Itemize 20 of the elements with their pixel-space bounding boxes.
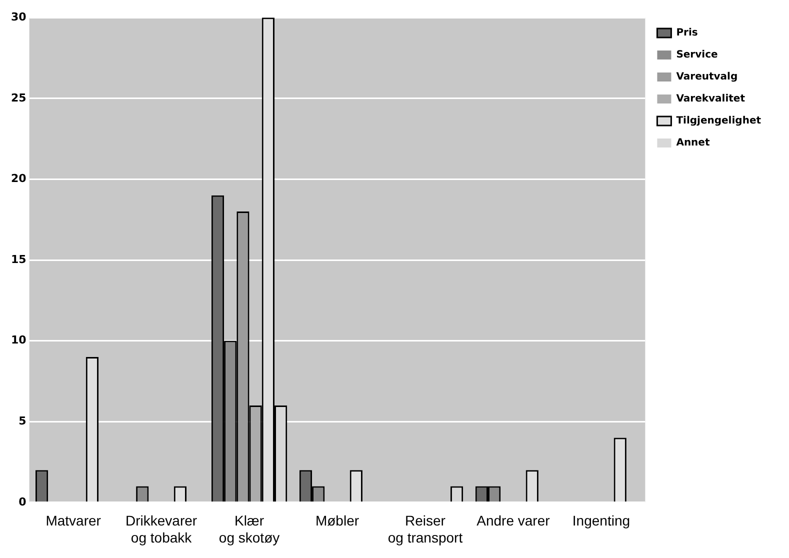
x-tick-label: Møbler (315, 512, 360, 529)
x-tick-label: Ingenting (572, 512, 630, 529)
x-tick-label: Drikkevarer og tobakk (125, 512, 198, 546)
y-tick-label: 30 (10, 10, 27, 24)
legend-label: Varekvalitet (676, 94, 746, 105)
y-tick-label: 15 (10, 252, 26, 266)
y-tick-label: 10 (10, 334, 27, 347)
y-tick-label: 20 (10, 172, 27, 186)
x-tick-label: Klær og skotøy (218, 512, 280, 546)
y-tick-label: 25 (10, 91, 26, 104)
legend-label: Annet (676, 138, 710, 149)
x-tick-label: Andre varer (476, 512, 550, 529)
legend-label: Tilgjengelighet (676, 116, 762, 127)
legend-label: Vareutvalg (676, 72, 738, 83)
x-tick-label: Reiser og transport (388, 512, 463, 546)
legend-label: Pris (676, 28, 698, 39)
legend-label: Service (676, 50, 718, 61)
y-tick-label: 0 (18, 495, 27, 508)
y-tick-label: 5 (18, 414, 26, 428)
x-tick-label: Matvarer (46, 512, 102, 529)
